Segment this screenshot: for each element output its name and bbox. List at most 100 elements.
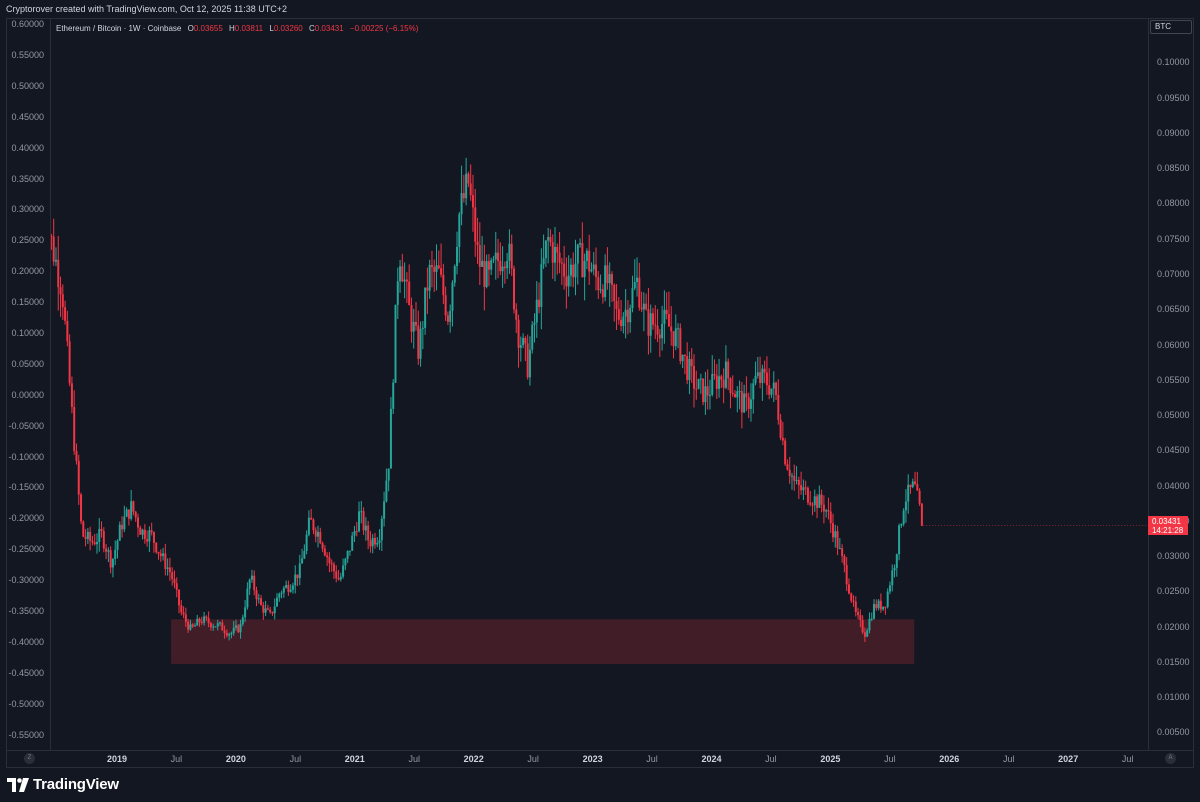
candle-body [686, 355, 689, 381]
currency-selector[interactable]: BTC [1150, 20, 1192, 34]
candle-body [89, 531, 92, 541]
candle-body [328, 557, 331, 564]
tradingview-logo[interactable]: TradingView [7, 776, 119, 793]
candle-body [80, 494, 83, 522]
candle-body [631, 288, 634, 309]
right-axis-tick-label: 0.07500 [1157, 233, 1190, 244]
candle-body [761, 368, 764, 383]
candle-body [86, 531, 89, 539]
candle-body [595, 264, 598, 278]
candle-body [483, 260, 486, 287]
candle-body [886, 591, 889, 607]
candle-body [592, 264, 595, 270]
candle-body [718, 376, 721, 389]
candle-body [606, 265, 609, 284]
candle-body [134, 511, 137, 518]
candle-body [813, 496, 816, 506]
candle-body [332, 564, 335, 572]
candle-body [907, 484, 910, 502]
candle-body [681, 354, 684, 362]
candle-body [360, 511, 363, 513]
candle-body [804, 487, 807, 489]
candle-body [749, 399, 752, 409]
candle-body [588, 250, 591, 272]
candle-body [547, 236, 550, 241]
candle-body [380, 518, 383, 541]
time-axis-tick-label: Jul [1002, 754, 1015, 764]
time-axis-tick-label: Jul [765, 754, 777, 764]
candle-body [658, 334, 661, 339]
time-axis-tick-label: 2024 [701, 754, 722, 764]
right-axis-tick-label: 0.08000 [1157, 198, 1190, 209]
candle-body [895, 554, 898, 568]
left-axis-tick-label: -0.15000 [8, 482, 44, 493]
candle-body [765, 372, 768, 386]
candle-body [585, 250, 588, 261]
price-chart[interactable] [50, 18, 1148, 750]
candle-body [415, 321, 418, 326]
candle-body [132, 501, 135, 512]
candle-body [403, 279, 406, 282]
candle-body [873, 604, 876, 619]
time-axis-tick-label: 2025 [820, 754, 841, 764]
candle-body [920, 503, 923, 526]
candle-body [665, 309, 668, 315]
right-price-axis[interactable]: 0.10000 0.09500 0.09000 0.08500 0.08000 0.075… [1148, 18, 1195, 750]
left-axis-tick-label: -0.45000 [8, 667, 44, 678]
candle-body [734, 394, 737, 398]
candle-body [893, 567, 896, 571]
candle-body [66, 320, 69, 342]
candle-body [503, 266, 506, 269]
auto-scale-right-button[interactable]: A [1165, 753, 1176, 764]
candle-body [914, 481, 917, 484]
candle-body [453, 266, 456, 283]
left-axis-tick-label: -0.25000 [8, 544, 44, 555]
candle-body [125, 509, 128, 517]
candle-body [640, 307, 643, 310]
candle-body [829, 511, 832, 524]
candle-body [626, 309, 629, 323]
candle-body [699, 378, 702, 380]
candle-body [604, 265, 607, 298]
candle-body [911, 481, 914, 488]
candle-body [558, 252, 561, 263]
candle-body [670, 326, 673, 332]
left-axis-tick-label: 0.20000 [11, 266, 44, 277]
candle-body [695, 388, 698, 390]
candle-body [494, 252, 497, 260]
symbol-label: Ethereum / Bitcoin · 1W · Coinbase [56, 24, 182, 33]
candle-body [100, 529, 103, 532]
candle-body [266, 608, 269, 610]
candle-body [770, 388, 773, 395]
candle-body [560, 262, 563, 264]
left-price-axis[interactable]: 0.60000 0.55000 0.50000 0.45000 0.40000 0.350… [0, 18, 51, 750]
candle-body [77, 460, 80, 495]
candle-body [121, 524, 124, 530]
candle-body [216, 623, 219, 627]
chart-legend: Ethereum / Bitcoin · 1W · Coinbase O0.03… [56, 24, 418, 33]
candle-body [711, 373, 714, 395]
candle-body [146, 539, 149, 542]
auto-scale-left-button[interactable]: Z [24, 753, 35, 764]
time-axis-tick-label: 2019 [106, 754, 128, 764]
candle-body [522, 337, 525, 346]
candle-body [378, 540, 381, 543]
time-axis[interactable]: 2019 Jul 2020 Jul 2021 Jul 2022 Jul 2023 Jul 2024 J… [6, 750, 1194, 769]
time-axis-tick-label: Jul [646, 754, 658, 764]
candle-body [207, 618, 210, 624]
candle-body [706, 386, 709, 396]
candle-body [168, 567, 171, 573]
candle-body [102, 531, 105, 549]
candle-body [497, 252, 500, 261]
candle-body [549, 236, 552, 243]
left-axis-tick-label: 0.05000 [11, 358, 44, 369]
candle-body [276, 597, 279, 607]
candle-body [727, 361, 730, 379]
left-axis-tick-label: -0.35000 [8, 606, 44, 616]
candle-body [836, 531, 839, 549]
candle-body [180, 605, 183, 613]
candle-body [533, 322, 536, 325]
candle-body [802, 487, 805, 491]
candle-body [485, 261, 488, 287]
candle-body [884, 606, 887, 608]
